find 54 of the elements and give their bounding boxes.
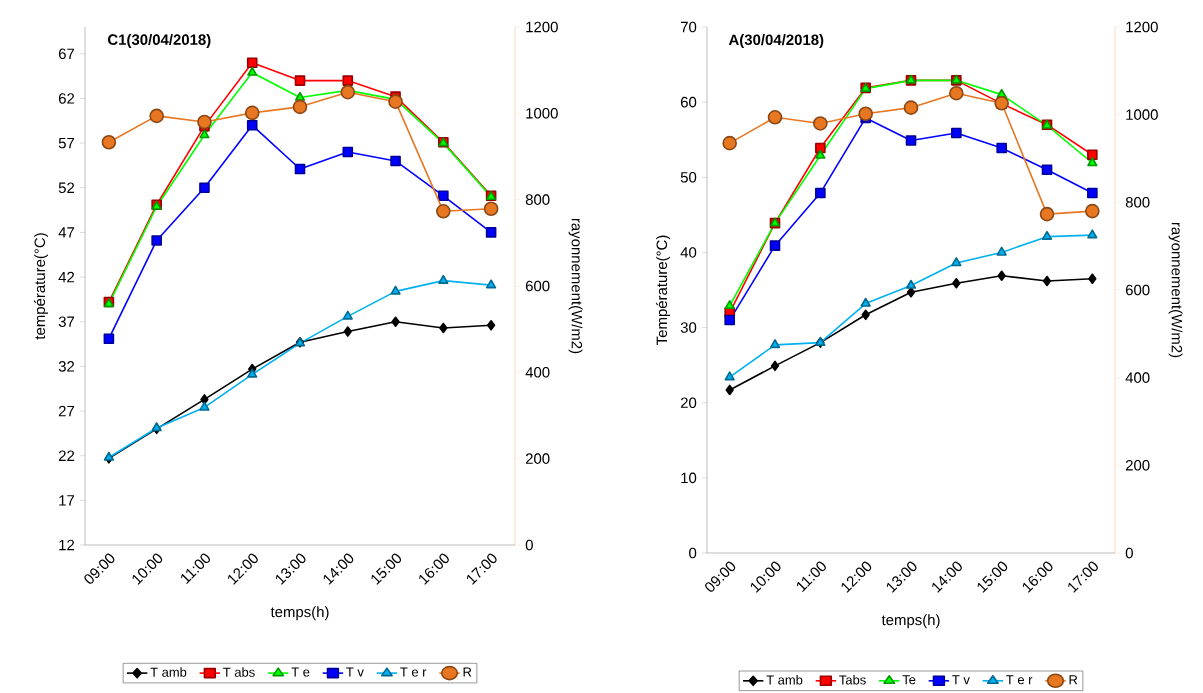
y2-tick-label: 800 (1125, 197, 1150, 208)
legend-label: Te (902, 675, 916, 685)
legend-label: R (463, 667, 472, 677)
y-tick-label: 32 (58, 361, 75, 372)
legend-label: T amb (766, 675, 803, 685)
y2-tick-label: 200 (525, 453, 550, 464)
y-tick-label: 37 (58, 316, 75, 328)
x-axis-title: temps(h) (270, 606, 329, 621)
y2-axis-title: rayonnement(W/m2) (1168, 222, 1183, 358)
y-tick-label: 70 (680, 21, 697, 33)
y-tick-label: 50 (680, 171, 697, 183)
x-axis-title: temps(h) (881, 614, 940, 629)
y2-tick-label: 1200 (526, 21, 558, 33)
y2-tick-label: 400 (1125, 372, 1150, 383)
legend-label: R (1069, 675, 1078, 685)
y2-tick-label: 1200 (1126, 21, 1158, 33)
legend-label: T v (952, 675, 970, 685)
y-tick-label: 62 (58, 93, 75, 104)
y2-tick-label: 600 (1125, 284, 1150, 296)
y2-tick-label: 0 (525, 539, 533, 551)
y2-axis-title: rayonnement(W/m2) (568, 218, 583, 354)
legend-label: T amb (150, 667, 187, 677)
y2-tick-label: 1000 (1126, 109, 1158, 120)
y2-tick-label: 200 (1125, 460, 1150, 471)
y2-tick-label: 800 (525, 194, 550, 205)
y-tick-label: 67 (58, 48, 75, 60)
y-axis-title: température(°C) (33, 233, 49, 340)
y2-tick-label: 0 (1125, 547, 1133, 559)
y-tick-label: 47 (58, 227, 75, 238)
chart-title: C1(30/04/2018) (107, 33, 211, 48)
y-tick-label: 17 (59, 495, 75, 506)
y-tick-label: 0 (689, 547, 697, 559)
legend-label: T e r (1006, 675, 1033, 685)
legend-label: T abs (223, 667, 255, 677)
y-tick-label: 57 (58, 137, 75, 149)
chart-title: A(30/04/2018) (728, 34, 824, 49)
y2-tick-label: 1000 (526, 108, 558, 119)
y-tick-label: 42 (58, 271, 75, 283)
legend-label: Tabs (839, 675, 866, 685)
y-tick-label: 12 (59, 539, 75, 551)
y-tick-label: 20 (680, 397, 697, 408)
legend-label: T e r (400, 667, 427, 677)
y-tick-label: 60 (680, 96, 697, 108)
y-tick-label: 10 (681, 472, 697, 484)
legend-label: T v (346, 667, 364, 677)
y-tick-label: 27 (58, 405, 75, 417)
legend-label: T e (291, 667, 310, 677)
y-tick-label: 40 (680, 247, 697, 258)
y-tick-label: 52 (58, 182, 75, 194)
y2-tick-label: 600 (525, 280, 550, 292)
y-axis-title: Température(°C) (655, 235, 671, 345)
y2-tick-label: 400 (525, 367, 550, 378)
y-tick-label: 22 (58, 450, 75, 461)
y-tick-label: 30 (680, 322, 697, 333)
